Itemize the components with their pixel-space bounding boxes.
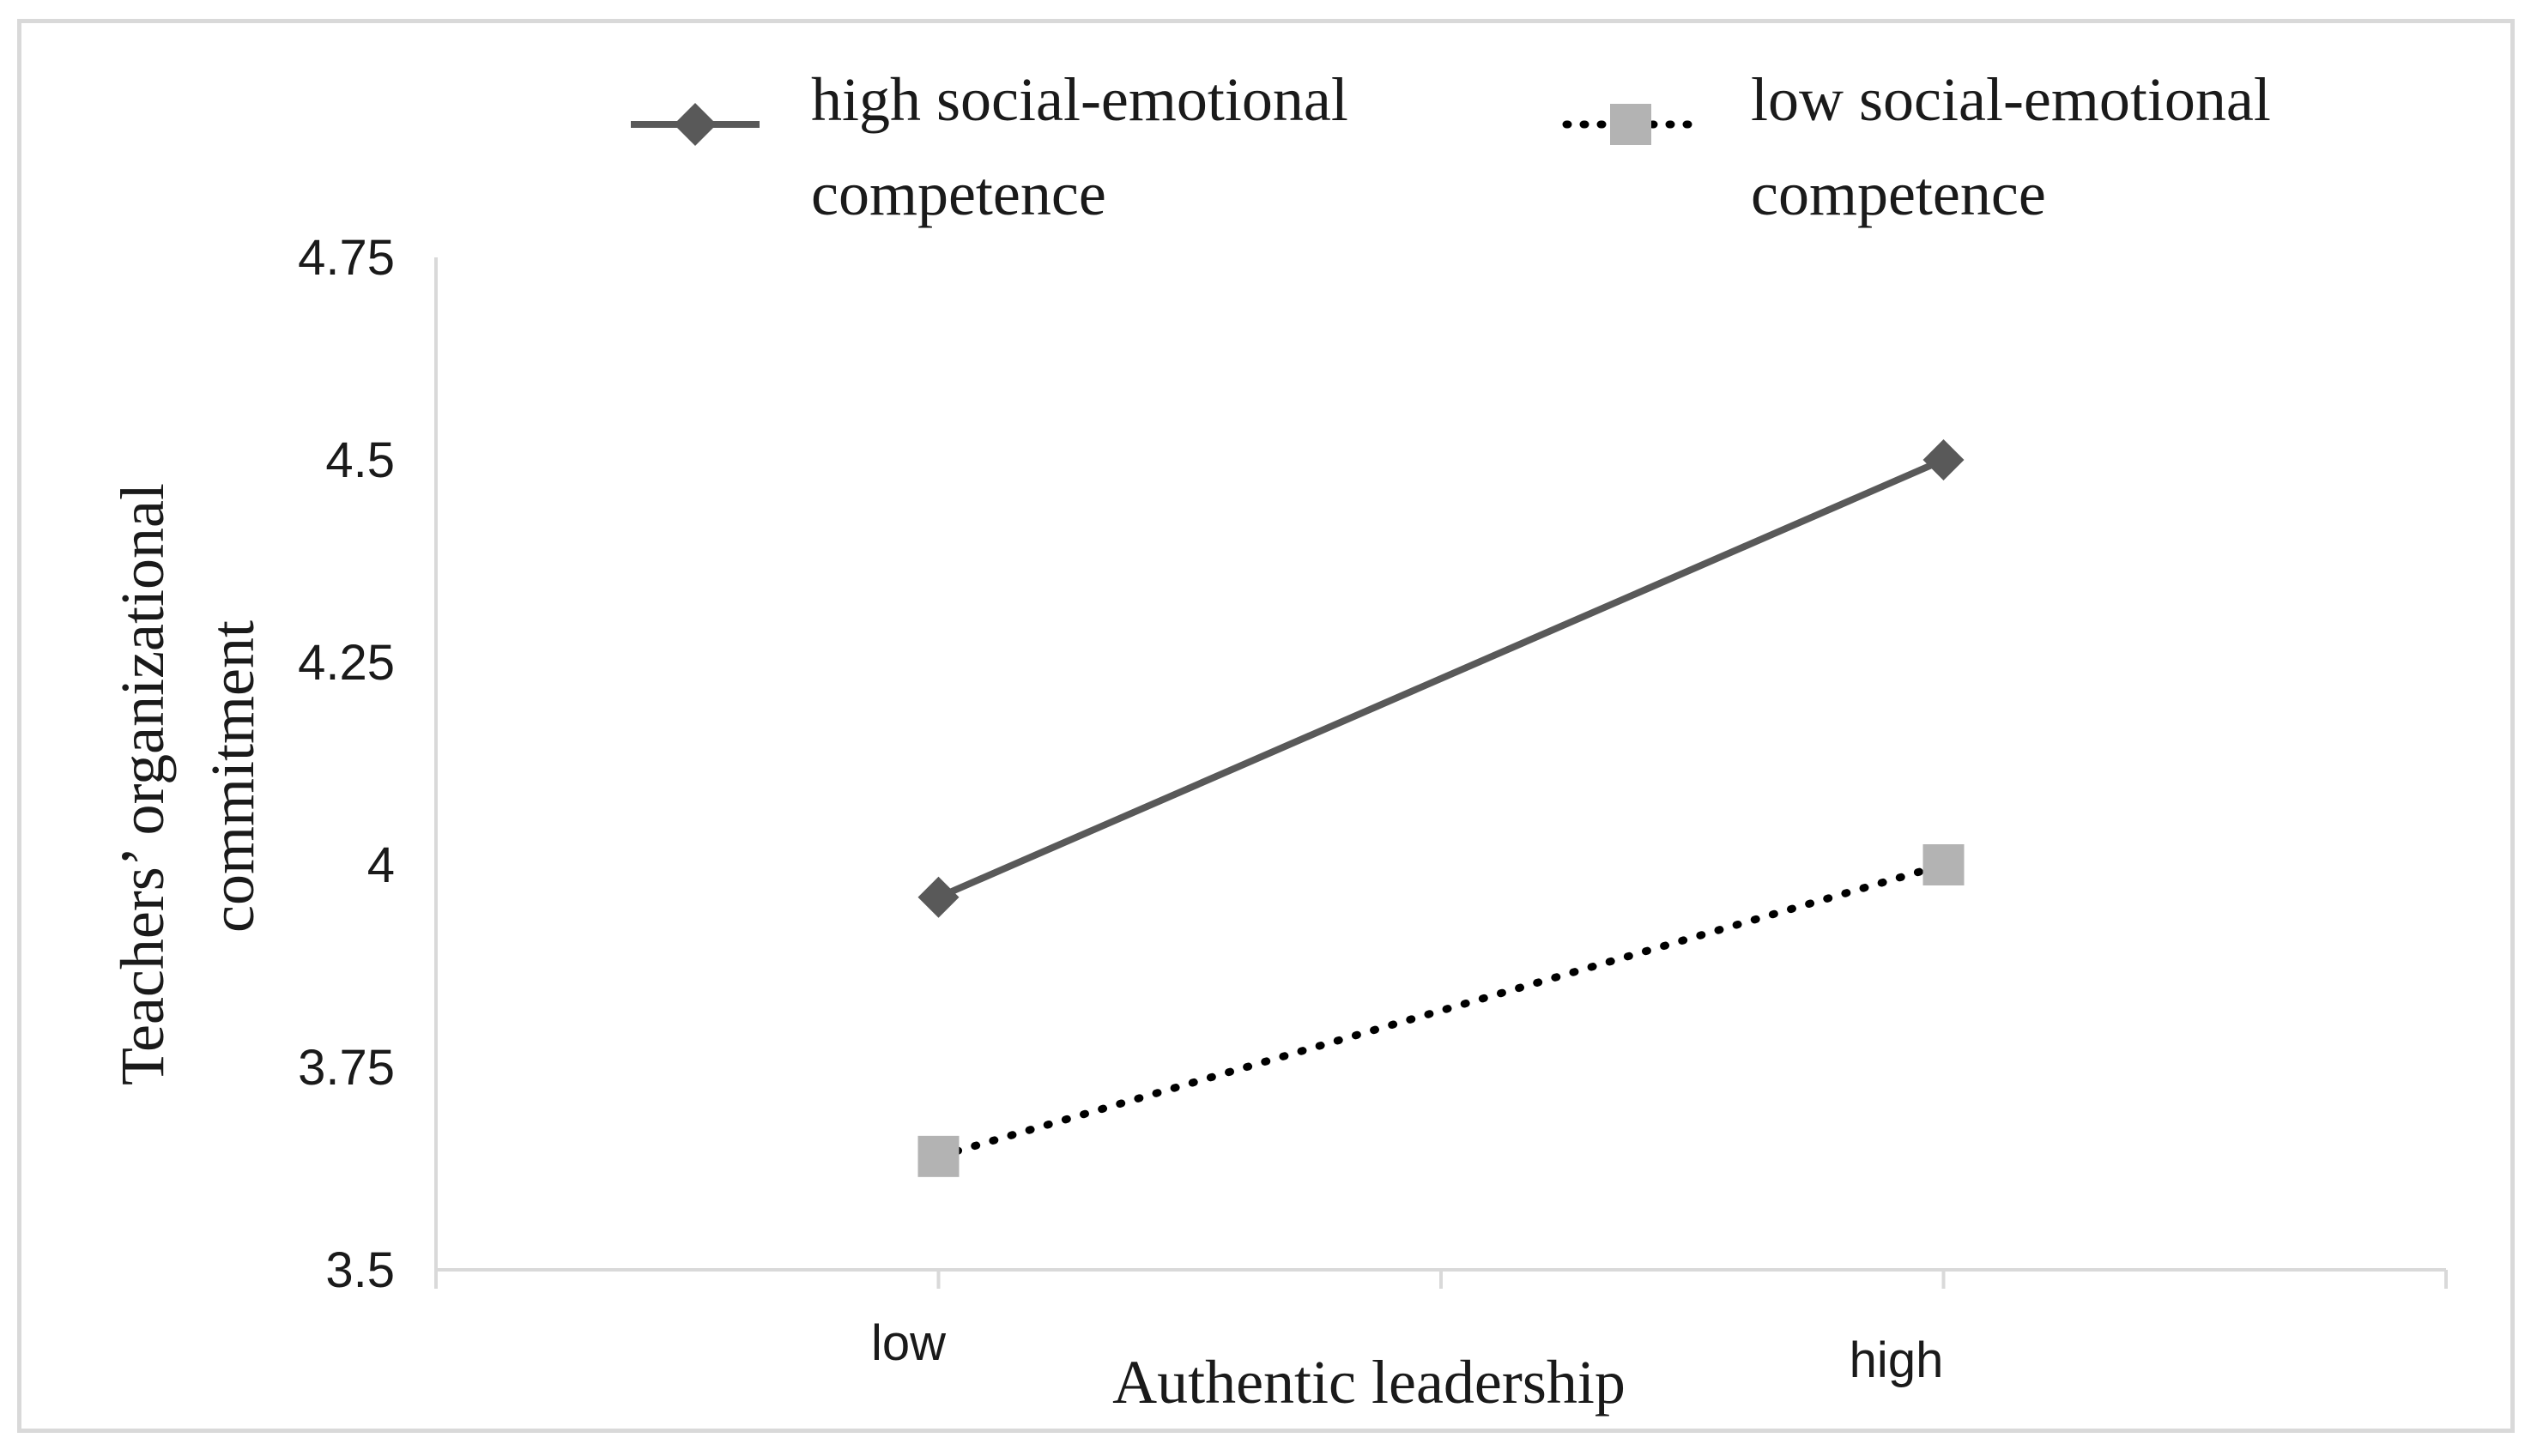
x-tick-label: low [871, 1315, 947, 1371]
series-high [917, 439, 1965, 918]
y-tick-label: 4.5 [325, 432, 395, 488]
x-tick-label: high [1850, 1332, 1944, 1388]
y-axis-title-line-1: Teachers’ organizational [108, 483, 177, 1085]
legend-swatch-marker-high [674, 103, 717, 146]
y-axis-title: Teachers’ organizational commitment [108, 468, 267, 1085]
legend-label-low-line-2: competence [1751, 160, 2046, 228]
legend-label-low-line-1: low social-emotional [1751, 65, 2271, 134]
data-point [917, 1135, 960, 1177]
x-axis-ticks [434, 1270, 2448, 1289]
x-axis-title: Authentic leadership [1112, 1348, 1626, 1417]
chart-frame [17, 19, 2515, 1433]
y-tick-label: 4.25 [298, 635, 395, 691]
legend-label-low: low social-emotional competence [1751, 65, 2286, 228]
series-low [917, 844, 1965, 1177]
y-axis-title-line-2: commitment [198, 620, 267, 933]
legend-item-low: low social-emotional competence [1562, 65, 2286, 228]
y-tick-label: 4.75 [298, 230, 395, 286]
data-point [917, 876, 960, 918]
legend-item-high: high social-emotional competence [631, 65, 1364, 228]
series-line [936, 456, 1946, 901]
legend-label-high-line-1: high social-emotional [811, 65, 1348, 134]
legend: high social-emotional competence low soc… [631, 65, 2286, 228]
legend-swatch-marker-low [1610, 104, 1651, 145]
data-point [1922, 844, 1965, 885]
y-tick-label: 3.75 [298, 1040, 395, 1096]
y-tick-label: 4 [367, 837, 395, 893]
y-axis-tick-labels: 3.5 3.75 4 4.25 4.5 4.75 [298, 230, 395, 1298]
legend-label-high: high social-emotional competence [811, 65, 1364, 228]
y-tick-label: 3.5 [325, 1242, 395, 1298]
data-point [1922, 439, 1965, 480]
series-layer [917, 439, 1965, 1177]
series-line [935, 861, 1947, 1161]
x-axis-tick-labels: low high [871, 1315, 1943, 1388]
legend-label-high-line-2: competence [811, 160, 1106, 228]
